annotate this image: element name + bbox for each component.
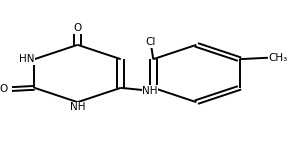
Text: HN: HN: [19, 54, 35, 64]
Text: NH: NH: [142, 86, 158, 96]
Text: O: O: [73, 23, 82, 33]
Text: NH: NH: [70, 102, 85, 112]
Text: O: O: [0, 84, 8, 94]
Text: CH₃: CH₃: [269, 53, 288, 63]
Text: Cl: Cl: [145, 37, 156, 47]
